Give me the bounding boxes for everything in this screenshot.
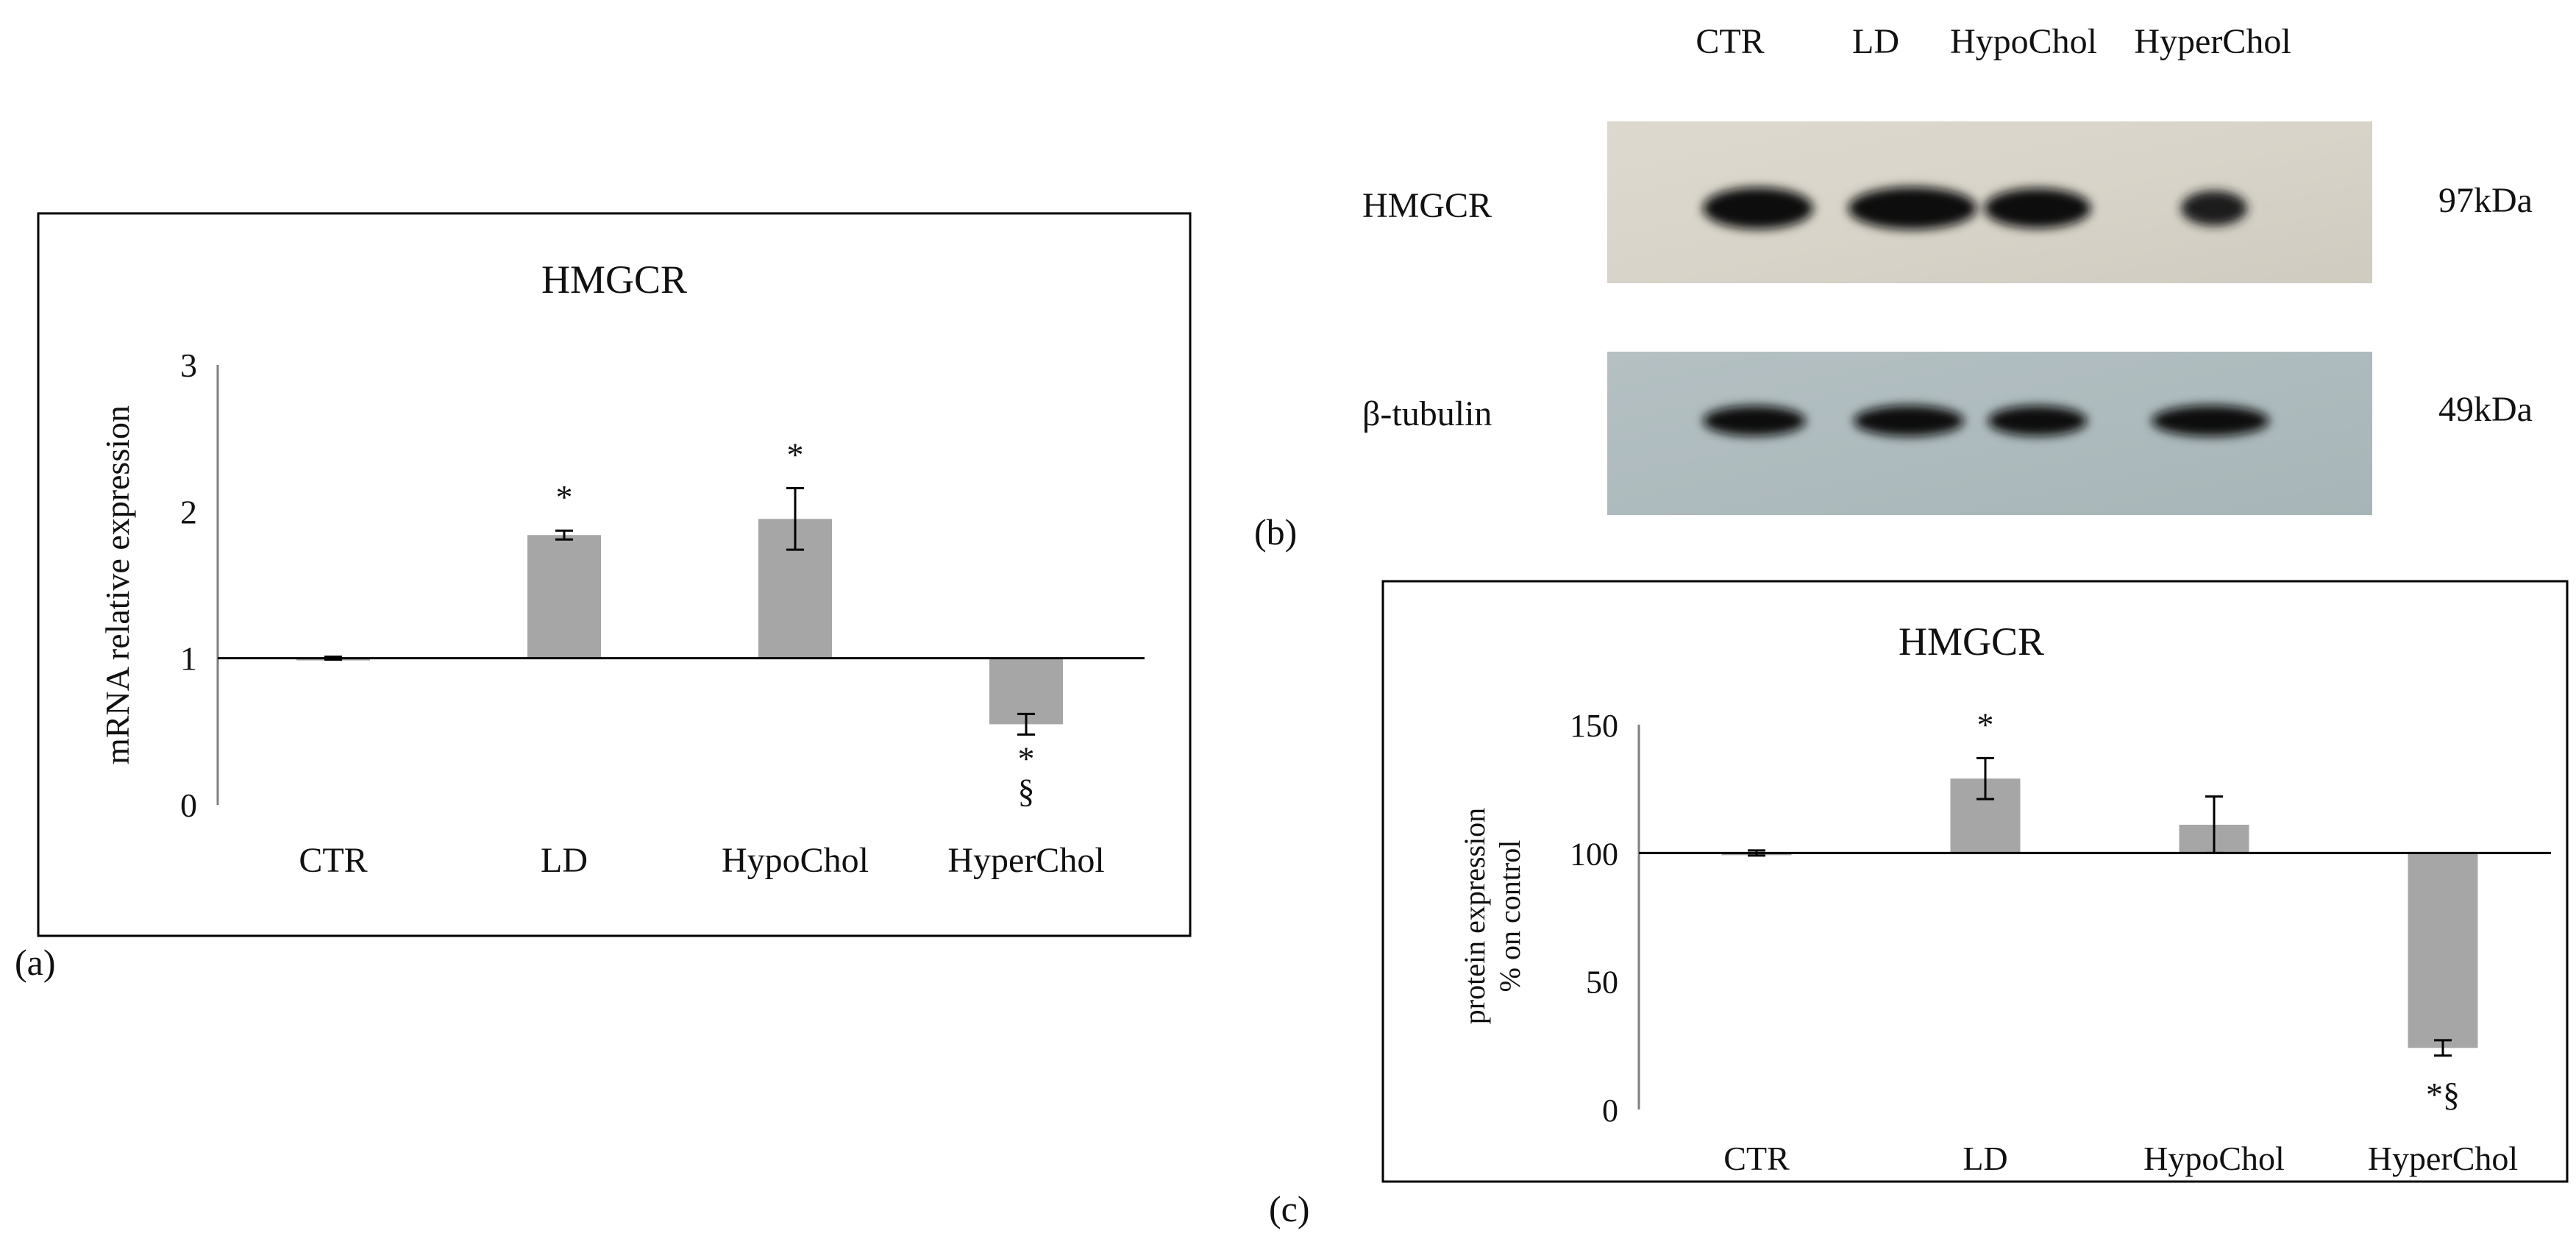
blot-membrane-tubulin [1607, 352, 2372, 515]
blot-row-label-tubulin: β-tubulin [1362, 394, 1492, 433]
protein-chart: HMGCR 0 50 100 150 CTR * LD HypoChol *§ HyperCho… [1381, 580, 2569, 1183]
a-bar-ld [527, 535, 601, 658]
blot-band-tubulin-hyperchol [2152, 405, 2269, 437]
a-error-bar-hypochol [786, 486, 804, 551]
blot-band-hmgcr-ctr [1703, 187, 1813, 230]
c-category-ld: LD [1963, 1140, 2007, 1177]
c-ytick-50: 50 [1586, 965, 1618, 1001]
blot-lane-label-ctr: CTR [1696, 22, 1764, 61]
a-annotation-hyperchol-1: § [1018, 772, 1035, 809]
a-error-bar-ld [555, 529, 573, 541]
a-category-hyperchol: HyperChol [947, 841, 1104, 880]
chart-c-y-axis-label-line1: protein expression [1458, 808, 1491, 1024]
blot-band-tubulin-ld [1854, 405, 1964, 437]
blot-size-49kda: 49kDa [2438, 390, 2533, 429]
blot-band-tubulin-ctr [1703, 405, 1806, 436]
blot-lane-label-ld: LD [1852, 22, 1899, 61]
blot-band-hmgcr-hypochol [1984, 188, 2091, 229]
c-annotation-ld: * [1977, 706, 1994, 743]
blot-size-97kda: 97kDa [2438, 181, 2533, 220]
chart-c-title: HMGCR [1899, 619, 2044, 664]
blot-row-label-hmgcr: HMGCR [1362, 186, 1492, 225]
western-blot: CTR LD HypoChol HyperChol HMGCR β-tubulin 9… [1362, 22, 2533, 515]
blot-band-tubulin-hypochol [1988, 405, 2088, 436]
blot-band-hmgcr-ld [1848, 187, 1977, 230]
a-ytick-3: 3 [180, 347, 197, 384]
c-category-hyperchol: HyperChol [2368, 1140, 2518, 1177]
chart-c-y-axis-label-line2: % on control [1493, 840, 1526, 992]
blot-lane-label-hyperchol: HyperChol [2134, 22, 2291, 61]
panel-c-label: (c) [1269, 1188, 1310, 1229]
a-ytick-0: 0 [180, 786, 197, 824]
c-ytick-0: 0 [1602, 1093, 1618, 1129]
chart-a-frame [37, 212, 1192, 937]
chart-c-frame [1381, 580, 2569, 1183]
c-category-ctr: CTR [1723, 1140, 1790, 1177]
c-ytick-150: 150 [1570, 708, 1618, 744]
a-ytick-1: 1 [180, 640, 197, 678]
c-error-bar-hyperchol [2434, 1039, 2452, 1057]
a-annotation-hyperchol-0: * [1018, 739, 1035, 777]
chart-a-title: HMGCR [541, 258, 687, 302]
a-category-hypochol: HypoChol [722, 841, 869, 880]
a-category-ld: LD [541, 841, 588, 880]
c-annotation-hyperchol: *§ [2426, 1076, 2460, 1113]
a-annotation-hypochol: * [787, 436, 804, 473]
c-ytick-100: 100 [1570, 836, 1618, 872]
c-bar-hyperchol [2408, 853, 2478, 1048]
a-ytick-2: 2 [180, 493, 197, 530]
chart-a-y-axis-label: mRNA relative expression [99, 405, 136, 764]
c-error-bar-ld [1977, 756, 1994, 800]
a-category-ctr: CTR [299, 841, 367, 880]
a-error-bar-hyperchol [1017, 712, 1035, 736]
a-annotation-ld: * [556, 478, 573, 516]
panel-b-label: (b) [1254, 511, 1297, 553]
blot-band-hmgcr-hyperchol [2181, 191, 2247, 226]
panel-a-label: (a) [15, 942, 56, 983]
blot-lane-label-hypochol: HypoChol [1950, 22, 2097, 61]
c-category-hypochol: HypoChol [2143, 1140, 2285, 1177]
